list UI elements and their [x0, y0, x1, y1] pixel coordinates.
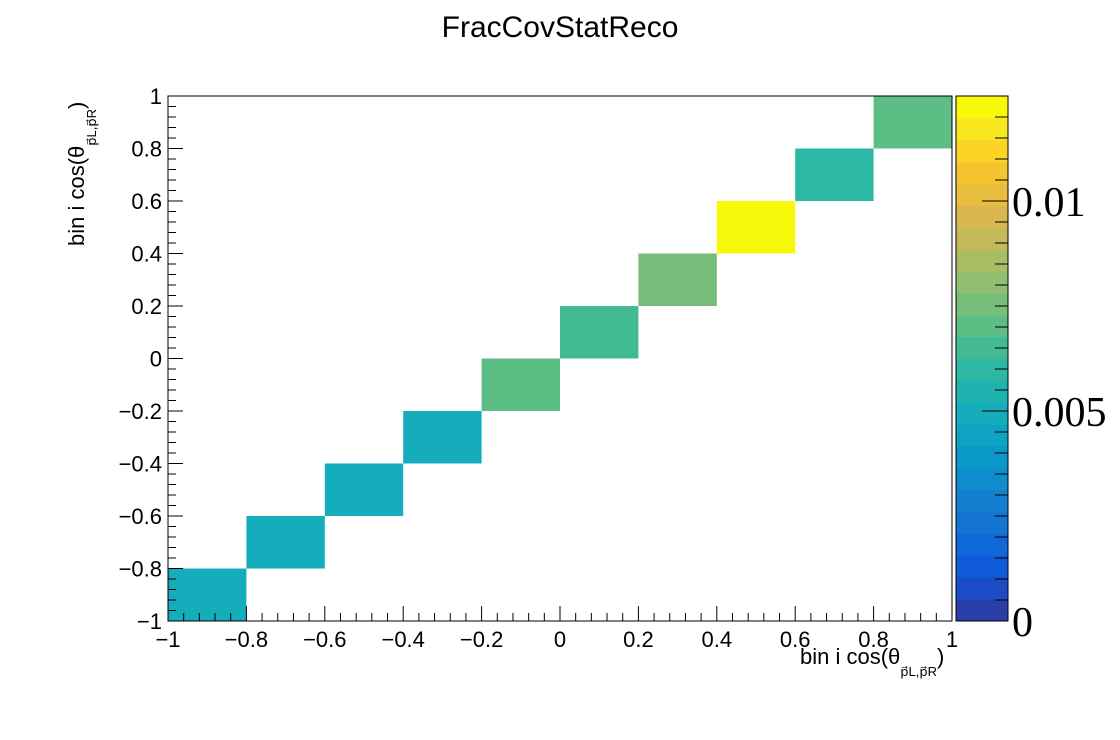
palette-step [956, 599, 1008, 622]
heatmap-cell-0 [168, 568, 247, 621]
x-tick-label: 0.8 [858, 627, 889, 652]
heatmap-cell-2 [324, 463, 404, 516]
chart-title: FracCovStatReco [442, 11, 679, 44]
y-axis-title-suffix: ) [64, 102, 89, 109]
palette-step [956, 380, 1008, 403]
palette-step [956, 271, 1008, 294]
palette-step [956, 402, 1008, 425]
y-tick-label: 0.8 [131, 137, 162, 162]
color-palette [956, 96, 1008, 622]
y-axis-title-subscript: p⃗L,p⃗R [84, 109, 99, 146]
palette-label: 0 [1012, 600, 1033, 646]
y-axis-title: bin i cos(θp⃗L,p⃗R) [64, 102, 99, 246]
x-axis-ticks [167, 606, 953, 621]
palette-step [956, 227, 1008, 250]
x-axis-tick-labels: −1 −0.8 −0.6 −0.4 −0.2 0 0.2 0.4 0.6 0.8 1 [155, 627, 958, 652]
palette-step [956, 424, 1008, 447]
y-tick-label: 0 [150, 347, 162, 372]
x-tick-label: 0.4 [702, 627, 733, 652]
palette-step [956, 467, 1008, 491]
palette-step [956, 314, 1008, 338]
palette-step [956, 249, 1008, 272]
x-axis-title: bin i cos(θp⃗L,p⃗R) [800, 644, 944, 679]
heatmap-cell-8 [795, 148, 874, 201]
palette-step [956, 96, 1008, 119]
palette-ticks [982, 95, 1008, 622]
y-tick-label: −1 [137, 609, 162, 634]
y-tick-label: −0.8 [119, 557, 162, 582]
heatmap-cells [168, 96, 952, 621]
x-tick-label: 1 [946, 627, 958, 652]
x-tick-label: −0.2 [460, 627, 503, 652]
heatmap-cell-6 [638, 253, 717, 306]
x-tick-label: −0.6 [303, 627, 346, 652]
palette-step [956, 117, 1008, 141]
x-tick-label: −1 [155, 627, 180, 652]
heatmap-cell-7 [716, 201, 796, 254]
y-tick-label: 0.2 [131, 294, 162, 319]
palette-step [956, 358, 1008, 381]
palette-step [956, 139, 1008, 163]
heatmap-cell-9 [873, 96, 952, 149]
y-tick-label: 0.6 [131, 189, 162, 214]
heatmap-cell-1 [246, 516, 325, 569]
y-axis-tick-labels: −1 −0.8 −0.6 −0.4 −0.2 0 0.2 0.4 0.6 0.8 1 [119, 84, 162, 634]
palette-step [956, 533, 1008, 556]
palette-step [956, 489, 1008, 513]
palette-step [956, 336, 1008, 359]
y-tick-label: 1 [150, 84, 162, 109]
y-axis-ticks [168, 95, 183, 622]
palette-step [956, 577, 1008, 600]
palette-step [956, 183, 1008, 206]
palette-label: 0.005 [1012, 390, 1107, 436]
y-tick-label: 0.4 [131, 242, 162, 267]
palette-step [956, 555, 1008, 578]
x-tick-label: −0.8 [225, 627, 268, 652]
y-axis-title-prefix: bin i cos(θ [64, 146, 89, 246]
heatmap-cell-3 [403, 411, 482, 464]
heatmap-cell-5 [560, 306, 639, 359]
palette-labels: 0 0.005 0.01 [1012, 180, 1107, 646]
palette-step [956, 205, 1008, 228]
palette-step [956, 446, 1008, 469]
y-tick-label: −0.6 [119, 504, 162, 529]
x-tick-label: 0.6 [780, 627, 811, 652]
y-tick-label: −0.2 [119, 399, 162, 424]
x-tick-label: 0 [554, 627, 566, 652]
y-tick-label: −0.4 [119, 452, 162, 477]
x-tick-label: 0.2 [623, 627, 654, 652]
x-axis-title-prefix: bin i cos(θ [800, 644, 900, 669]
x-axis-title-suffix: ) [937, 644, 944, 669]
palette-step [956, 161, 1008, 184]
palette-step [956, 292, 1008, 316]
palette-step [956, 511, 1008, 534]
x-tick-label: −0.4 [381, 627, 424, 652]
heatmap-cell-4 [481, 358, 560, 411]
palette-label: 0.01 [1012, 180, 1086, 226]
x-axis-title-subscript: p⃗L,p⃗R [900, 664, 937, 679]
